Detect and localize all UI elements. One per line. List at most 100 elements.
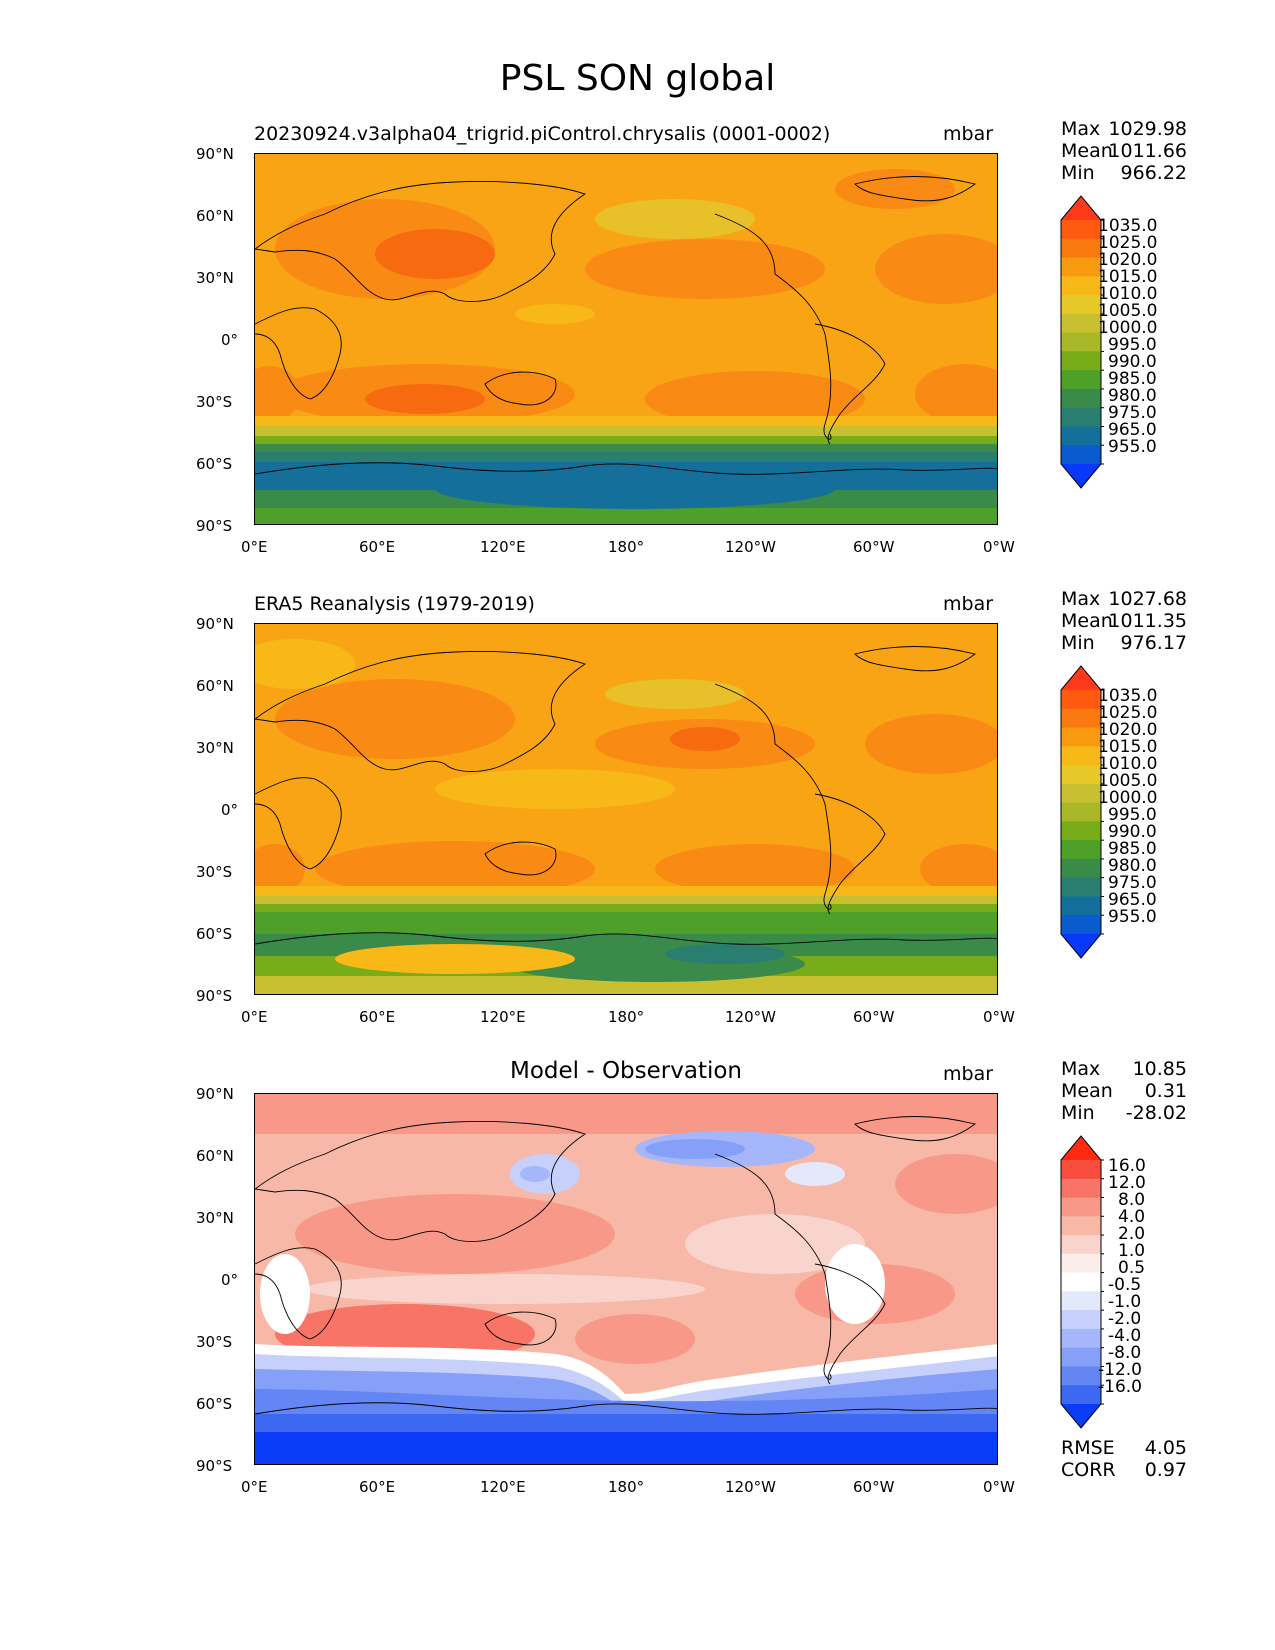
lat-tick: 30°N <box>196 269 234 287</box>
lat-tick: 60°N <box>196 677 234 695</box>
stat-mean-label: Mean <box>1061 610 1113 632</box>
figure-title: PSL SON global <box>499 58 776 99</box>
colorbar-segment <box>1061 821 1101 841</box>
colorbar-label: 1015.0 <box>1098 737 1158 757</box>
colorbar-observation <box>1060 665 1104 959</box>
lat-tick: 60°S <box>196 1395 233 1413</box>
lon-tick: 120°W <box>725 538 776 556</box>
colorbar-segment <box>1061 1272 1101 1292</box>
colorbar-segment <box>1061 295 1101 315</box>
lon-tick: 120°W <box>725 1478 776 1496</box>
stat-min-value: 966.22 <box>1120 162 1187 184</box>
colorbar-label: 990.0 <box>1108 822 1157 842</box>
colorbar-label: 1015.0 <box>1098 267 1158 287</box>
colorbar-label: 995.0 <box>1108 805 1157 825</box>
colorbar-segment <box>1061 332 1101 352</box>
lon-tick: 120°E <box>480 1478 526 1496</box>
colorbar-label: -1.0 <box>1108 1292 1142 1312</box>
colorbar-segment <box>1061 840 1101 860</box>
stat-max-label: Max <box>1061 588 1101 610</box>
lon-tick: 60°E <box>359 538 396 556</box>
colorbar-label: 965.0 <box>1108 890 1157 910</box>
rmse-label: RMSE <box>1061 1437 1115 1459</box>
units-label: mbar <box>943 123 994 145</box>
stat-min-label: Min <box>1061 1102 1095 1124</box>
lon-tick: 60°W <box>853 1008 895 1026</box>
colorbar-label: 985.0 <box>1108 839 1157 859</box>
lon-tick: 0°W <box>983 538 1015 556</box>
colorbar-label: 980.0 <box>1108 386 1157 406</box>
lat-tick: 90°S <box>196 517 233 535</box>
colorbar-label: 975.0 <box>1108 873 1157 893</box>
lat-tick: 0° <box>221 1271 239 1289</box>
colorbar-extend-max <box>1061 196 1101 220</box>
lon-tick: 0°E <box>241 1478 268 1496</box>
colorbar-label: 1010.0 <box>1098 754 1158 774</box>
stat-max-value: 1029.98 <box>1108 118 1187 140</box>
lat-tick: 60°S <box>196 455 233 473</box>
stat-mean-value: 1011.35 <box>1108 610 1187 632</box>
colorbar-label: -4.0 <box>1108 1326 1142 1346</box>
colorbar-segment <box>1061 690 1101 710</box>
colorbar-segment <box>1061 1328 1101 1349</box>
corr-value: 0.97 <box>1144 1459 1187 1481</box>
panel-title: Model - Observation <box>509 1058 743 1084</box>
stat-max-label: Max <box>1061 1058 1101 1080</box>
colorbar-segment <box>1061 445 1101 465</box>
colorbar-extend-min <box>1061 934 1101 958</box>
lon-tick: 60°W <box>853 1478 895 1496</box>
colorbar-label: 8.0 <box>1118 1190 1146 1210</box>
lon-tick: 120°W <box>725 1008 776 1026</box>
colorbar-segment <box>1061 1310 1101 1330</box>
map-observation <box>254 623 998 995</box>
colorbar-label: -8.0 <box>1108 1343 1142 1363</box>
colorbar-segment <box>1061 727 1101 747</box>
stat-max-label: Max <box>1061 118 1101 140</box>
lon-tick: 60°E <box>359 1008 396 1026</box>
colorbar-label: 990.0 <box>1108 352 1157 372</box>
colorbar-extend-min <box>1061 1404 1101 1428</box>
colorbar-label: -2.0 <box>1108 1309 1142 1329</box>
colorbar-segment <box>1061 1216 1101 1236</box>
colorbar-label: -12.0 <box>1098 1360 1142 1380</box>
colorbar-label: 1020.0 <box>1098 250 1158 270</box>
lon-tick: 60°W <box>853 538 895 556</box>
lon-tick: 120°E <box>480 1008 526 1026</box>
units-label: mbar <box>943 593 994 615</box>
colorbar-label: 955.0 <box>1108 437 1157 457</box>
colorbar-segment <box>1061 313 1101 334</box>
lat-tick: 0° <box>221 801 239 819</box>
colorbar-label: 985.0 <box>1108 369 1157 389</box>
map-model <box>254 153 998 525</box>
colorbar-segment <box>1061 388 1101 409</box>
colorbar-segment <box>1061 1291 1101 1311</box>
colorbar-label: 1025.0 <box>1098 233 1158 253</box>
colorbar-label: 965.0 <box>1108 420 1157 440</box>
lon-tick: 120°E <box>480 538 526 556</box>
lat-tick: 30°S <box>196 1333 233 1351</box>
colorbar-label: -16.0 <box>1098 1377 1142 1397</box>
colorbar-label: 1035.0 <box>1098 686 1158 706</box>
colorbar-labels: 1035.0 1025.0 1020.0 1015.0 1010.0 1005.… <box>1098 218 1157 456</box>
lat-tick: 60°S <box>196 925 233 943</box>
lat-tick: 30°S <box>196 863 233 881</box>
colorbar-label: 1.0 <box>1118 1241 1146 1261</box>
colorbar-segment <box>1061 858 1101 879</box>
stat-max-value: 10.85 <box>1132 1058 1187 1080</box>
lat-tick: 60°N <box>196 207 234 225</box>
colorbar-segment <box>1061 1235 1101 1255</box>
colorbar-segment <box>1061 708 1101 729</box>
rmse-value: 4.05 <box>1144 1437 1187 1459</box>
colorbar-segment <box>1061 783 1101 804</box>
colorbar-labels: 1035.0 1025.0 1020.0 1015.0 1010.0 1005.… <box>1098 688 1157 926</box>
colorbar-difference <box>1060 1135 1104 1429</box>
colorbar-label: 1000.0 <box>1098 788 1158 808</box>
colorbar-segment <box>1061 1253 1101 1274</box>
stat-mean-value: 0.31 <box>1144 1080 1187 1102</box>
colorbar-label: 1005.0 <box>1098 771 1158 791</box>
colorbar-segment <box>1061 426 1101 446</box>
lon-tick: 0°W <box>983 1478 1015 1496</box>
colorbar-label: 995.0 <box>1108 335 1157 355</box>
colorbar-label: 4.0 <box>1118 1207 1146 1227</box>
stat-min-label: Min <box>1061 162 1095 184</box>
